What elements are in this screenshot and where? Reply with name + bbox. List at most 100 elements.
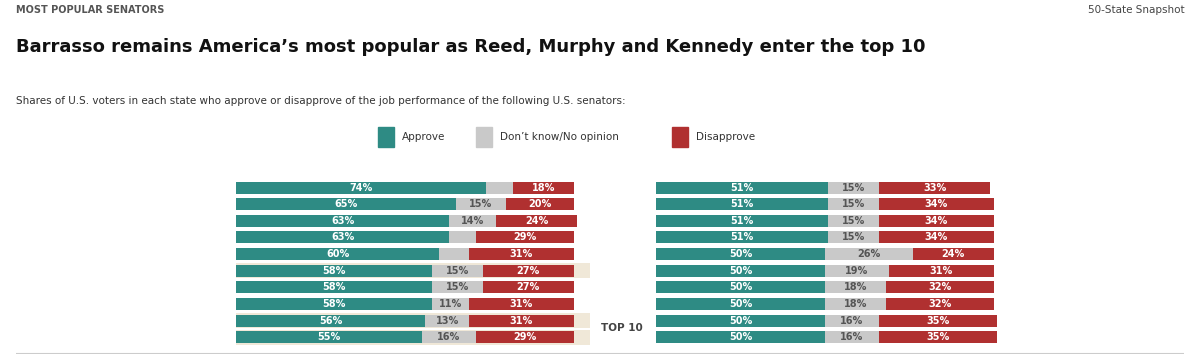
Text: TOP 10: TOP 10 bbox=[601, 323, 642, 333]
Text: 24%: 24% bbox=[942, 249, 965, 259]
Text: 50%: 50% bbox=[730, 316, 752, 326]
Text: 15%: 15% bbox=[842, 216, 865, 226]
Text: 65%: 65% bbox=[335, 199, 358, 209]
Bar bbox=[236, 313, 590, 328]
Text: 27%: 27% bbox=[516, 266, 540, 276]
Bar bbox=[486, 181, 512, 194]
Text: 58%: 58% bbox=[323, 266, 346, 276]
Bar bbox=[656, 263, 1010, 278]
Bar bbox=[236, 330, 590, 345]
Bar bbox=[236, 181, 486, 194]
Bar bbox=[824, 248, 913, 260]
Text: 15%: 15% bbox=[842, 232, 865, 243]
Text: 50%: 50% bbox=[730, 299, 752, 309]
Bar bbox=[878, 315, 997, 327]
Text: MOST POPULAR SENATORS: MOST POPULAR SENATORS bbox=[16, 5, 164, 16]
Text: 50-State Snapshot: 50-State Snapshot bbox=[1087, 5, 1184, 16]
Bar bbox=[236, 213, 590, 228]
Bar bbox=[236, 331, 422, 344]
Bar bbox=[828, 231, 878, 244]
Text: 29%: 29% bbox=[514, 332, 536, 342]
Text: Disapprove: Disapprove bbox=[696, 132, 755, 142]
Text: 31%: 31% bbox=[930, 266, 953, 276]
Text: 34%: 34% bbox=[925, 199, 948, 209]
Bar bbox=[656, 215, 828, 227]
Text: 50%: 50% bbox=[730, 282, 752, 292]
Bar bbox=[656, 313, 1010, 328]
Text: 16%: 16% bbox=[840, 316, 864, 326]
Bar bbox=[236, 197, 590, 212]
Text: 74%: 74% bbox=[349, 182, 373, 193]
Text: 63%: 63% bbox=[331, 232, 354, 243]
Bar bbox=[878, 198, 994, 210]
Text: Approve: Approve bbox=[402, 132, 445, 142]
Bar bbox=[656, 296, 1010, 312]
Bar bbox=[425, 315, 469, 327]
Bar bbox=[475, 331, 574, 344]
Bar bbox=[878, 331, 997, 344]
Bar bbox=[656, 230, 1010, 245]
Text: 32%: 32% bbox=[928, 282, 952, 292]
Text: 27%: 27% bbox=[516, 282, 540, 292]
Text: 19%: 19% bbox=[845, 266, 869, 276]
Text: 51%: 51% bbox=[731, 199, 754, 209]
Bar bbox=[824, 265, 889, 277]
Bar bbox=[656, 198, 828, 210]
Text: Don’t know/No opinion: Don’t know/No opinion bbox=[500, 132, 619, 142]
Bar bbox=[236, 280, 590, 295]
Bar bbox=[824, 298, 886, 310]
Bar bbox=[236, 198, 456, 210]
Text: 15%: 15% bbox=[842, 182, 865, 193]
Text: 20%: 20% bbox=[528, 199, 552, 209]
Bar bbox=[236, 296, 590, 312]
Text: 50%: 50% bbox=[730, 266, 752, 276]
Bar bbox=[913, 248, 994, 260]
Text: 50%: 50% bbox=[730, 332, 752, 342]
Bar bbox=[476, 127, 492, 147]
Bar bbox=[422, 331, 475, 344]
Bar bbox=[236, 298, 432, 310]
Bar bbox=[236, 180, 590, 195]
Bar bbox=[496, 215, 577, 227]
Text: 60%: 60% bbox=[326, 249, 349, 259]
Bar bbox=[656, 180, 1010, 195]
Bar bbox=[236, 230, 590, 245]
Bar bbox=[236, 247, 590, 262]
Text: 18%: 18% bbox=[532, 182, 554, 193]
Bar bbox=[432, 298, 469, 310]
Bar bbox=[672, 127, 688, 147]
Bar bbox=[656, 197, 1010, 212]
Text: 15%: 15% bbox=[445, 266, 469, 276]
Text: 29%: 29% bbox=[514, 232, 536, 243]
Text: 33%: 33% bbox=[923, 182, 946, 193]
Bar bbox=[656, 281, 824, 294]
Bar bbox=[886, 281, 994, 294]
Bar bbox=[432, 281, 482, 294]
Text: Barrasso remains America’s most popular as Reed, Murphy and Kennedy enter the to: Barrasso remains America’s most popular … bbox=[16, 38, 925, 56]
Text: 35%: 35% bbox=[926, 316, 949, 326]
Bar bbox=[656, 213, 1010, 228]
Text: 32%: 32% bbox=[928, 299, 952, 309]
Text: 34%: 34% bbox=[925, 216, 948, 226]
Bar bbox=[236, 248, 439, 260]
Bar bbox=[512, 181, 574, 194]
Bar bbox=[828, 198, 878, 210]
Text: Shares of U.S. voters in each state who approve or disapprove of the job perform: Shares of U.S. voters in each state who … bbox=[16, 96, 625, 106]
Bar bbox=[878, 181, 990, 194]
Text: 31%: 31% bbox=[510, 299, 533, 309]
Bar bbox=[656, 247, 1010, 262]
Text: 14%: 14% bbox=[461, 216, 484, 226]
Text: 18%: 18% bbox=[844, 299, 868, 309]
Text: 15%: 15% bbox=[469, 199, 492, 209]
Text: 24%: 24% bbox=[524, 216, 548, 226]
Text: 15%: 15% bbox=[842, 199, 865, 209]
Text: 11%: 11% bbox=[439, 299, 462, 309]
Bar bbox=[439, 248, 469, 260]
Bar bbox=[482, 281, 574, 294]
Text: 16%: 16% bbox=[840, 332, 864, 342]
Text: 58%: 58% bbox=[323, 299, 346, 309]
Bar bbox=[878, 215, 994, 227]
Text: 15%: 15% bbox=[445, 282, 469, 292]
Bar bbox=[656, 231, 828, 244]
Bar bbox=[236, 215, 449, 227]
